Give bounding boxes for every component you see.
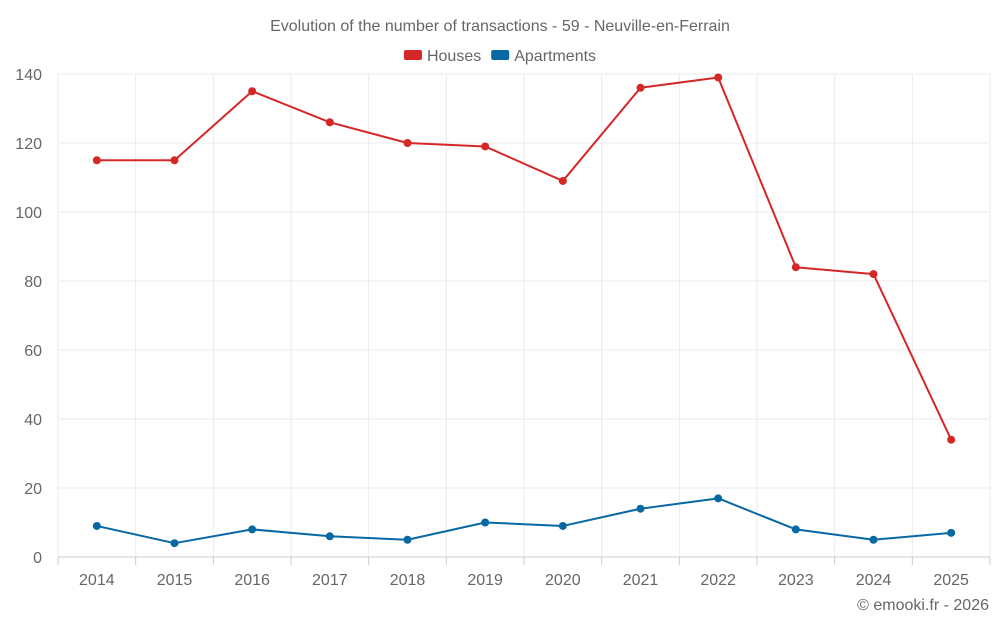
x-tick-label: 2020	[545, 572, 581, 589]
data-point-apartments	[481, 518, 490, 527]
data-point-houses	[714, 73, 723, 82]
legend-swatch	[403, 50, 422, 60]
axes: 0 20 40 60 80 100 120 140 2014 2015 2016 2017 2018 20…	[15, 67, 991, 589]
series-line-houses	[96, 76, 953, 441]
legend-label: Houses	[427, 48, 481, 65]
y-tick-label: 0	[33, 550, 42, 567]
data-point-apartments	[558, 521, 567, 530]
y-tick-label: 60	[24, 343, 42, 360]
grid	[57, 73, 991, 557]
credit: © emooki.fr - 2026	[857, 597, 989, 614]
data-point-houses	[947, 435, 956, 444]
x-tick-label: 2017	[312, 572, 348, 589]
legend-label: Apartments	[514, 48, 596, 65]
data-point-houses	[92, 156, 101, 165]
data-point-houses	[325, 118, 334, 127]
data-point-houses	[403, 139, 412, 147]
data-point-apartments	[714, 494, 723, 503]
series-line-apartments	[96, 497, 952, 545]
data-point-apartments	[791, 525, 800, 534]
x-tick-label: 2016	[234, 572, 270, 589]
data-point-apartments	[636, 504, 645, 513]
x-tick-label: 2023	[778, 572, 814, 589]
data-point-apartments	[325, 532, 334, 541]
data-point-apartments	[403, 535, 412, 544]
data-point-apartments	[869, 535, 878, 544]
data-point-houses	[791, 263, 800, 272]
chart-title: Evolution of the number of transactions …	[270, 18, 730, 35]
data-point-houses	[170, 156, 179, 165]
y-tick-label: 120	[15, 136, 42, 153]
x-tick-label: 2014	[79, 572, 115, 589]
data-point-apartments	[947, 528, 956, 537]
x-tick-label: 2025	[933, 572, 969, 589]
data-point-apartments	[92, 521, 101, 530]
y-tick-label: 80	[24, 274, 42, 291]
data-point-houses	[636, 83, 645, 92]
x-tick-label: 2024	[856, 572, 892, 589]
y-tick-label: 20	[24, 481, 42, 498]
x-tick-label: 2015	[157, 572, 193, 589]
data-point-houses	[248, 87, 257, 96]
y-tick-label: 40	[24, 412, 42, 429]
y-tick-label: 100	[15, 205, 42, 222]
y-tick-label: 140	[15, 67, 42, 84]
data-point-houses	[558, 176, 567, 185]
x-tick-label: 2021	[623, 572, 659, 589]
legend-swatch	[491, 50, 510, 60]
data-point-houses	[869, 270, 878, 279]
x-tick-label: 2019	[467, 572, 503, 589]
x-tick-label: 2022	[700, 572, 736, 589]
series-layer	[92, 73, 956, 548]
x-tick-label: 2018	[390, 572, 426, 589]
data-point-apartments	[170, 539, 179, 548]
legend: Houses Apartments	[403, 48, 596, 65]
data-point-houses	[481, 142, 490, 151]
data-point-apartments	[248, 525, 257, 534]
